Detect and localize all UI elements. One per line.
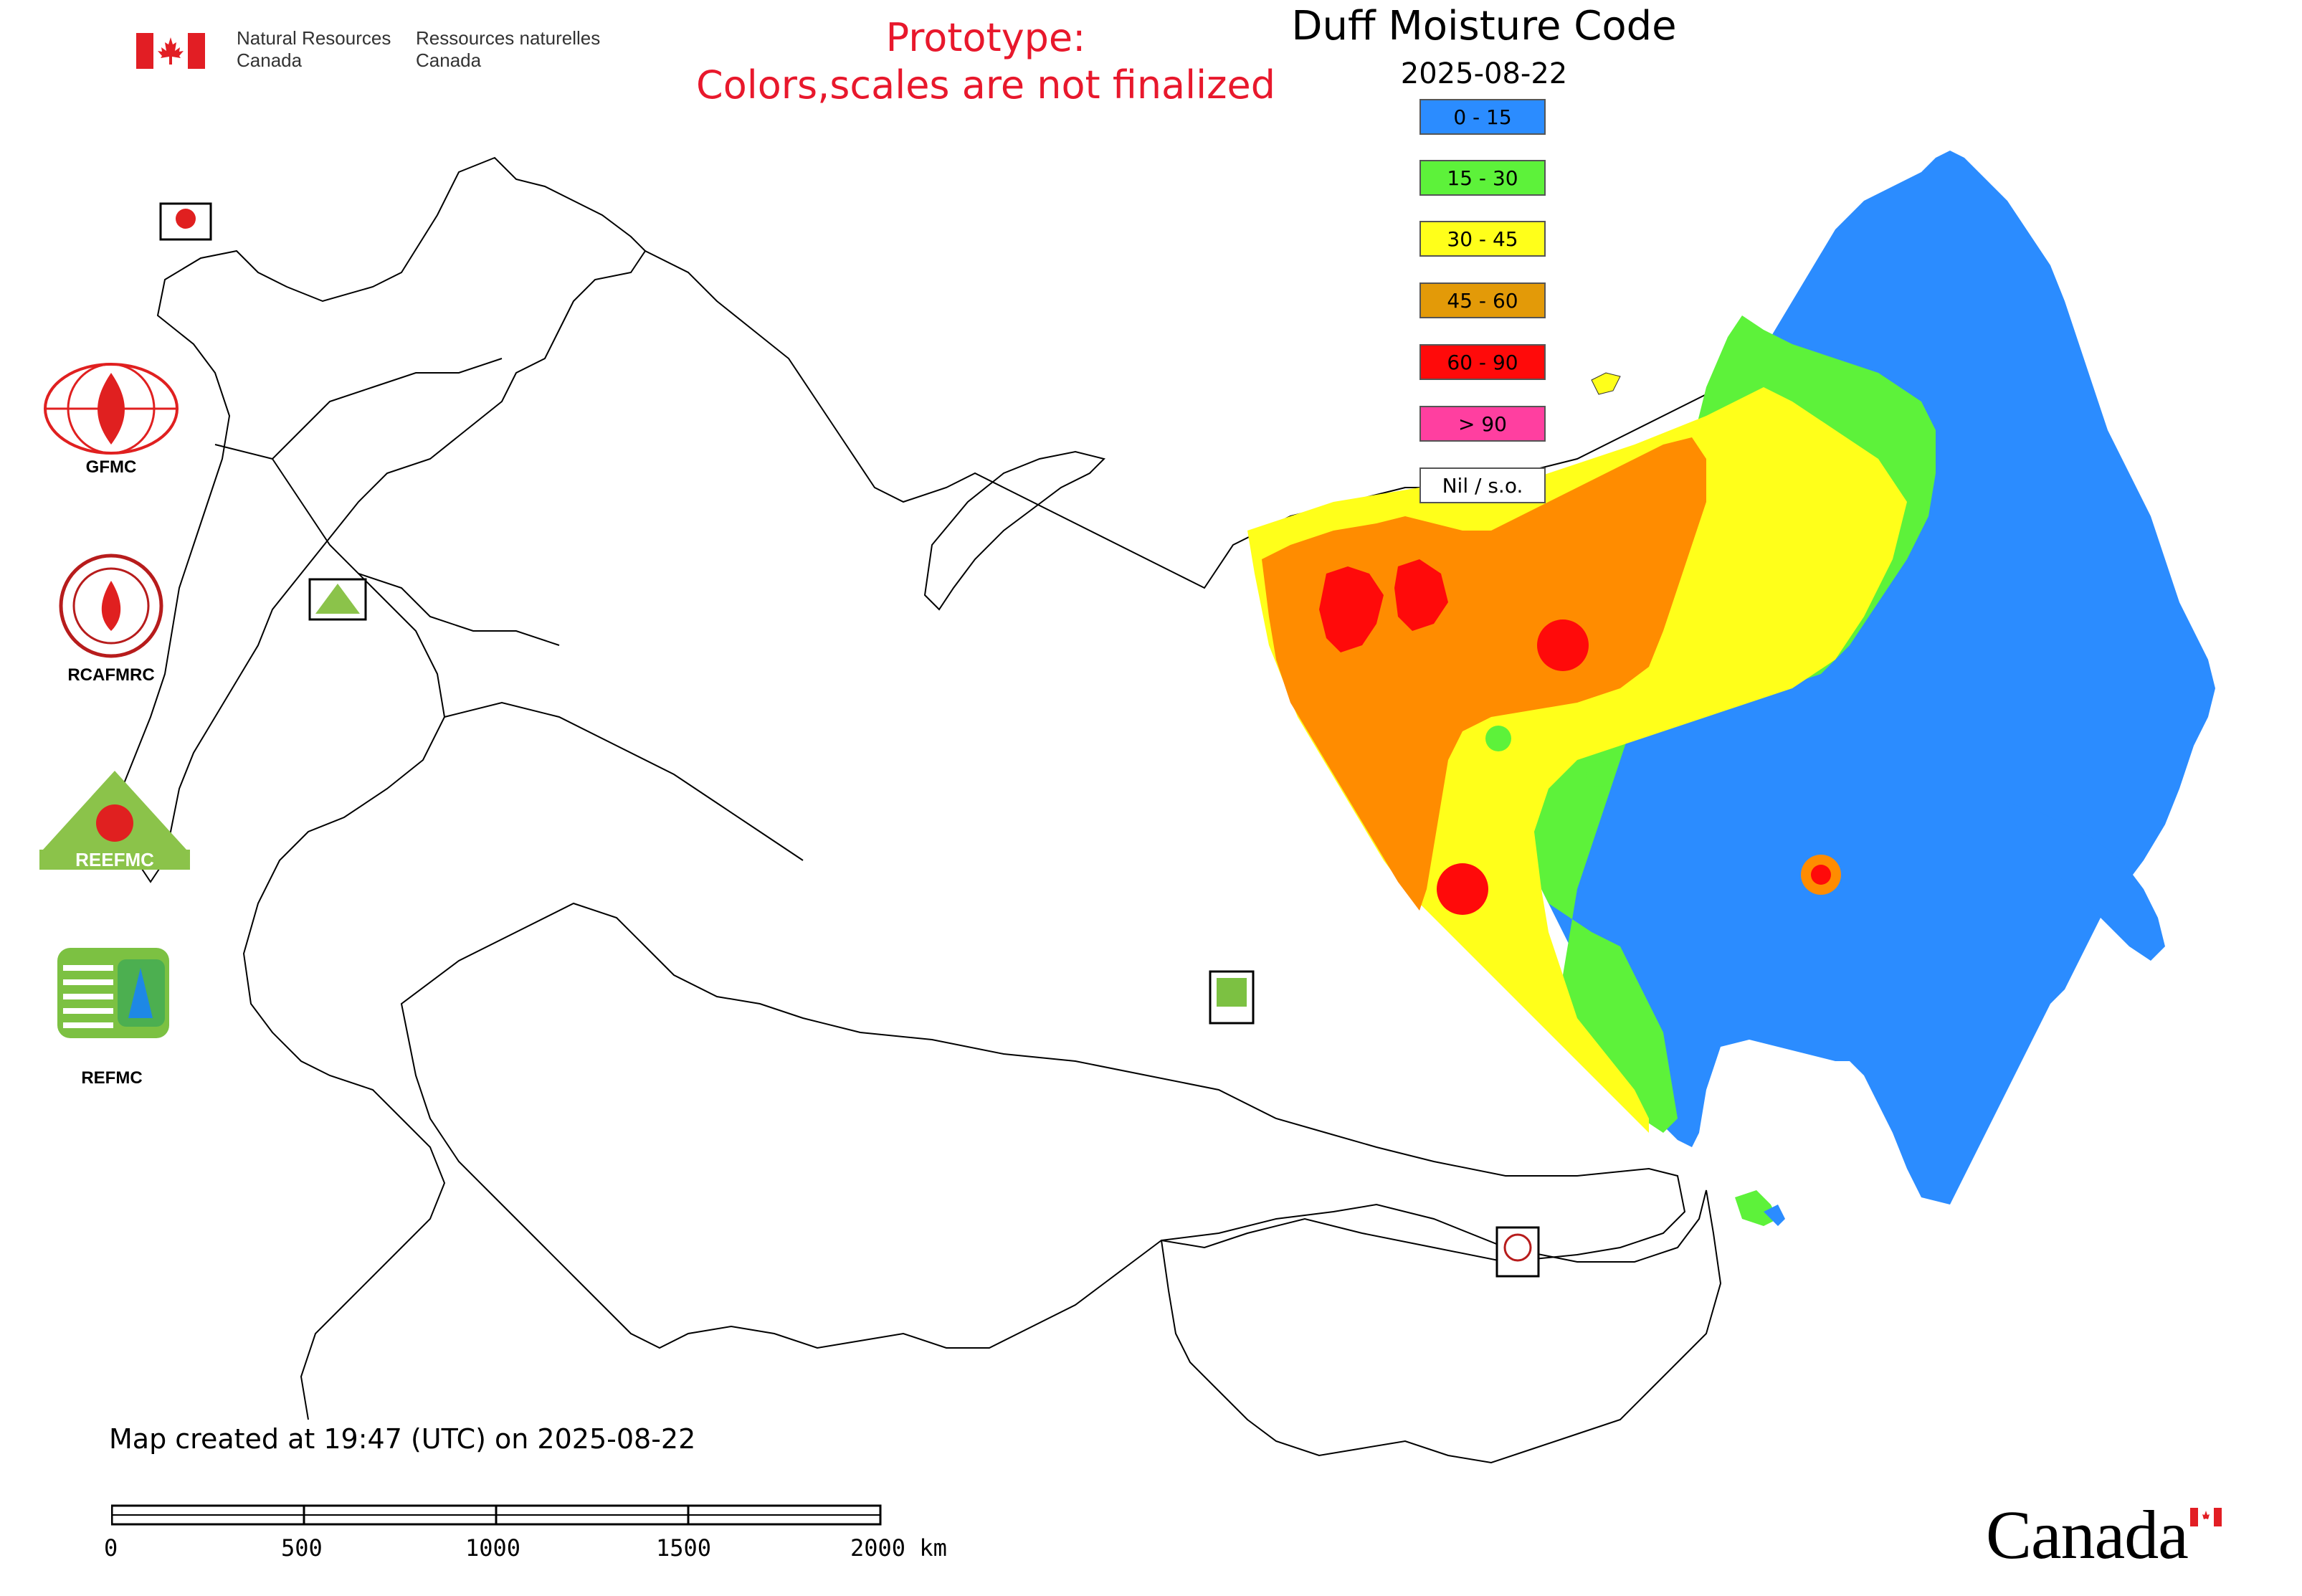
org-name-fr: Ressources naturelles Canada — [416, 27, 601, 71]
org-name-en: Natural Resources Canada — [237, 27, 391, 71]
island-outline — [923, 450, 1105, 611]
coastline — [645, 250, 1262, 589]
refmc-label: REFMC — [81, 1068, 143, 1088]
canada-wordmark-text: Canada — [1986, 1496, 2189, 1573]
map-marker-gfmc — [159, 202, 212, 241]
reefmc-emblem-icon: REEFMC — [39, 771, 190, 870]
map-date: 2025-08-22 — [1400, 57, 1568, 90]
scale-tick-1000: 1000 — [465, 1534, 521, 1562]
legend-item-60-90: 60 - 90 — [1419, 344, 1546, 380]
scale-tick-500: 500 — [281, 1534, 323, 1562]
rcafmrc-logo: RCAFMRC — [57, 552, 165, 685]
reefmc-logo: REEFMC — [36, 767, 194, 878]
refmc-logo: REFMC — [56, 946, 171, 1088]
country-outline — [214, 444, 446, 1420]
gfmc-emblem-icon — [44, 363, 179, 455]
region-border — [272, 358, 503, 460]
country-outline — [400, 902, 1686, 1349]
scale-tick-2000: 2000 km — [850, 1534, 947, 1562]
prototype-line2: Colors,scales are not finalized — [696, 62, 1275, 108]
scale-tick-1500: 1500 — [656, 1534, 712, 1562]
scale-tick-0: 0 — [104, 1534, 118, 1562]
rcafmrc-emblem-icon — [59, 554, 163, 658]
map-title: Duff Moisture Code — [1291, 3, 1677, 49]
gfmc-label: GFMC — [85, 457, 137, 477]
prototype-notice: Prototype: Colors,scales are not finaliz… — [609, 14, 1362, 109]
country-outline — [1160, 1189, 1722, 1464]
map-credit: Map created at 19:47 (UTC) on 2025-08-22 — [109, 1423, 696, 1455]
legend-item-0-15: 0 - 15 — [1419, 99, 1546, 135]
refmc-emblem-icon — [57, 948, 169, 1038]
canada-wordmark: Canada — [1986, 1495, 2222, 1574]
legend-item-over-90: > 90 — [1419, 406, 1546, 442]
map-marker-refmc — [1209, 970, 1255, 1025]
map-marker-rcafmrc — [1495, 1226, 1540, 1278]
legend-item-nil: Nil / s.o. — [1419, 467, 1546, 503]
region-border — [444, 701, 804, 861]
canada-flag-icon — [136, 33, 205, 69]
canada-flag-small-icon — [2190, 1508, 2222, 1526]
legend-item-30-45: 30 - 45 — [1419, 221, 1546, 257]
dmc-raster — [1247, 151, 2215, 1226]
prototype-line1: Prototype: — [885, 15, 1086, 60]
legend-item-15-30: 15 - 30 — [1419, 160, 1546, 196]
region-border — [358, 573, 560, 646]
scale-bar — [110, 1504, 885, 1531]
rcafmrc-label: RCAFMRC — [67, 665, 155, 685]
scale-bar-graphic — [110, 1504, 882, 1526]
country-outline — [120, 156, 647, 883]
map-marker-reefmc — [308, 578, 367, 621]
gfmc-logo: GFMC — [39, 358, 183, 477]
legend-item-45-60: 45 - 60 — [1419, 282, 1546, 318]
svg-text:REEFMC: REEFMC — [75, 849, 154, 870]
